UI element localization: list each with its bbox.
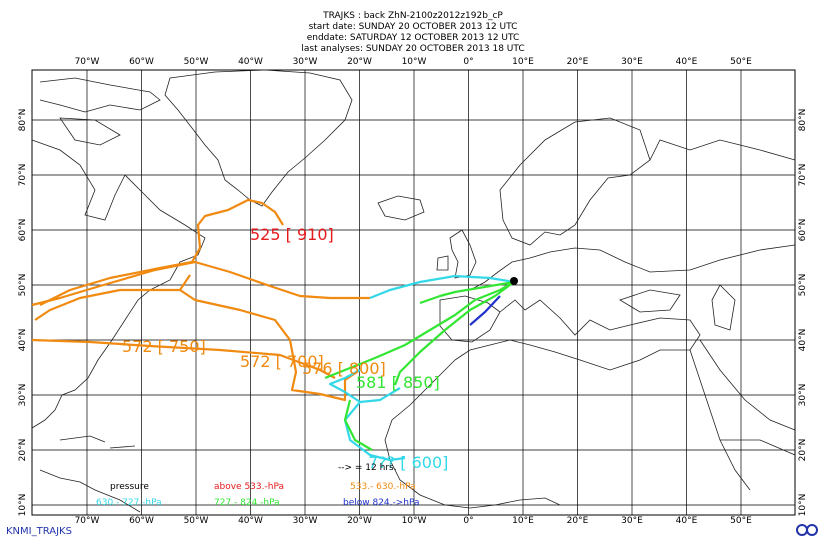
label-572b: 572 [ 700] [240,352,324,371]
start-point [510,277,518,285]
title: TRAJKS : back ZhN-2100z2012z192b_cP [322,11,503,21]
graticule: 70°W 70°W 60°W 60°W 50°W 50°W 40°W 40°W 30°W 30°W… [18,57,808,526]
trajectory-green-c [343,399,373,451]
lon-label-bottom: 50°W [184,516,209,526]
canadian-arctic [39,77,161,146]
lat-label-right: 80°N [798,109,808,132]
lon-label-bottom: 30°W [293,516,318,526]
lon-label-bottom: 70°W [75,516,100,526]
trajectory-blue [469,295,501,326]
lon-label-bottom: 50°E [730,516,752,526]
label-572a: 572 [ 750] [122,337,206,356]
lon-label-top: 10°W [402,57,427,67]
trajectory-green-b [393,280,515,386]
label-581: 581 [ 850] [356,373,440,392]
arabia [699,339,796,456]
caribbean [39,435,141,513]
lat-label-left: 20°N [18,439,28,462]
iceland [377,195,425,221]
lon-label-top: 10°E [512,57,534,67]
lat-label-right: 60°N [798,219,808,242]
lon-label-top: 30°E [621,57,643,67]
last-analyses: last analyses: SUNDAY 20 OCTOBER 2013 18… [301,44,524,54]
lon-label-top: 50°E [730,57,752,67]
continental-europe [469,139,796,291]
scandinavia [499,117,651,246]
lon-label-bottom: 10°W [402,516,427,526]
legend: --> = 12 hrs. pressure above 533.-hPa 53… [96,463,420,508]
lon-label-bottom: 40°W [238,516,263,526]
lon-label-bottom: 10°E [512,516,534,526]
legend-band3: 630.- 727.-hPa [96,498,162,508]
trajectory-green-a [324,281,515,380]
greenland [164,69,353,207]
label-cyan: 7?? [ 600] [368,453,448,472]
legend-arrow: --> = 12 hrs. [338,463,397,473]
end-date: enddate: SATURDAY 12 OCTOBER 2013 12 UTC [307,33,520,43]
lat-label-left: 50°N [18,274,28,297]
lon-label-top: 0° [463,57,473,67]
trajectory-572b [34,274,361,402]
logo [796,524,818,536]
lat-label-right: 50°N [798,274,808,297]
black-caspian [619,284,736,331]
lon-label-top: 70°W [75,57,100,67]
lat-label-right: 20°N [798,439,808,462]
legend-below: below 824.->hPa [343,498,420,508]
lat-label-left: 60°N [18,219,28,242]
lon-label-bottom: 40°E [676,516,698,526]
map-frame [31,69,796,516]
legend-above: above 533.-hPa [214,482,284,492]
lat-label-right: 10°N [798,494,808,517]
lon-label-bottom: 0° [463,516,473,526]
legend-pressure: pressure [110,482,149,492]
british-isles [436,229,477,279]
lon-label-bottom: 20°W [347,516,372,526]
header: TRAJKS : back ZhN-2100z2012z192b_cP star… [301,11,524,54]
start-date: start date: SUNDAY 20 OCTOBER 2013 12 UT… [309,22,518,32]
lon-label-top: 30°W [293,57,318,67]
mediterranean [454,299,701,371]
logo-ring [796,524,808,536]
lat-label-left: 70°N [18,164,28,187]
trajectories [31,198,518,462]
lat-label-right: 30°N [798,384,808,407]
lon-label-bottom: 30°E [621,516,643,526]
trajectory-cyan-b [328,369,406,462]
trajectory-cyan-a [369,274,515,300]
lat-label-left: 40°N [18,329,28,352]
lon-label-bottom: 60°W [129,516,154,526]
lat-label-left: 30°N [18,384,28,407]
legend-band2: 533.- 630.-hPa [350,482,416,492]
lon-label-top: 20°E [567,57,589,67]
lon-label-bottom: 20°E [567,516,589,526]
logo-ring [806,524,818,536]
lat-label-right: 70°N [798,164,808,187]
lon-label-top: 20°W [347,57,372,67]
coastlines [31,69,796,513]
footer: KNMI_TRAJKS [6,526,72,537]
lon-label-top: 50°W [184,57,209,67]
label-576: 576 [ 800] [302,359,386,378]
africa [384,349,751,509]
trajectory-labels: 525 [ 910] 572 [ 750] 572 [ 700] 576 [ 8… [122,225,448,472]
lat-label-left: 10°N [18,494,28,517]
lon-label-top: 40°W [238,57,263,67]
trajectory-576 [31,338,336,379]
label-525: 525 [ 910] [250,225,334,244]
trajectory-572a [31,260,370,307]
lat-label-left: 80°N [18,109,28,132]
lon-label-top: 40°E [676,57,698,67]
legend-band4: 727.- 824.-hPa [214,498,280,508]
lon-label-top: 60°W [129,57,154,67]
trajectory-525 [39,198,284,306]
north-america [31,139,206,429]
lat-label-right: 40°N [798,329,808,352]
